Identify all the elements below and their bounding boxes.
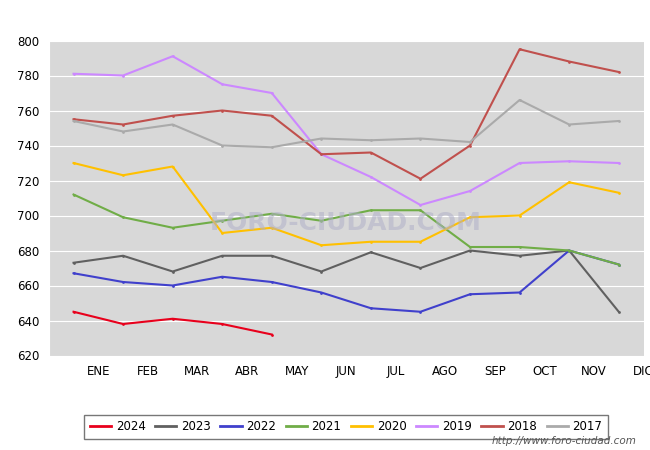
Text: http://www.foro-ciudad.com: http://www.foro-ciudad.com: [492, 436, 637, 446]
Legend: 2024, 2023, 2022, 2021, 2020, 2019, 2018, 2017: 2024, 2023, 2022, 2021, 2020, 2019, 2018…: [84, 414, 608, 439]
Text: FORO-CIUDAD.COM: FORO-CIUDAD.COM: [210, 211, 482, 235]
Text: Afiliados en A Pontenova a 31/5/2024: Afiliados en A Pontenova a 31/5/2024: [156, 8, 494, 26]
